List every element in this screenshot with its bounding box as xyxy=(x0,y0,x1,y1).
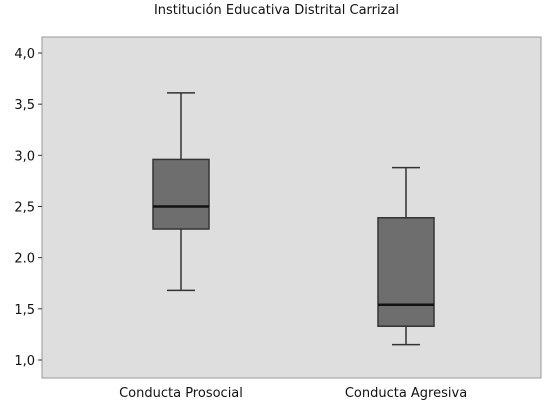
y-tick-label: 1,5 xyxy=(14,303,35,318)
y-tick-label: 3,5 xyxy=(14,98,35,113)
iqr-box xyxy=(377,217,435,327)
x-category-label: Conducta Prosocial xyxy=(119,386,243,401)
y-tick-label: 4,0 xyxy=(14,47,35,62)
y-tick-label: 2,5 xyxy=(14,201,35,216)
chart-title: Institución Educativa Distrital Carrizal xyxy=(153,3,400,18)
iqr-box xyxy=(152,158,210,230)
box-group xyxy=(152,92,210,292)
box-group xyxy=(377,166,435,346)
plot-area xyxy=(41,36,542,379)
y-tick-label: 2.0 xyxy=(14,252,35,267)
x-category-label: Conducta Agresiva xyxy=(345,386,467,401)
y-tick-label: 3,0 xyxy=(14,149,35,164)
y-tick-label: 1,0 xyxy=(14,354,35,369)
